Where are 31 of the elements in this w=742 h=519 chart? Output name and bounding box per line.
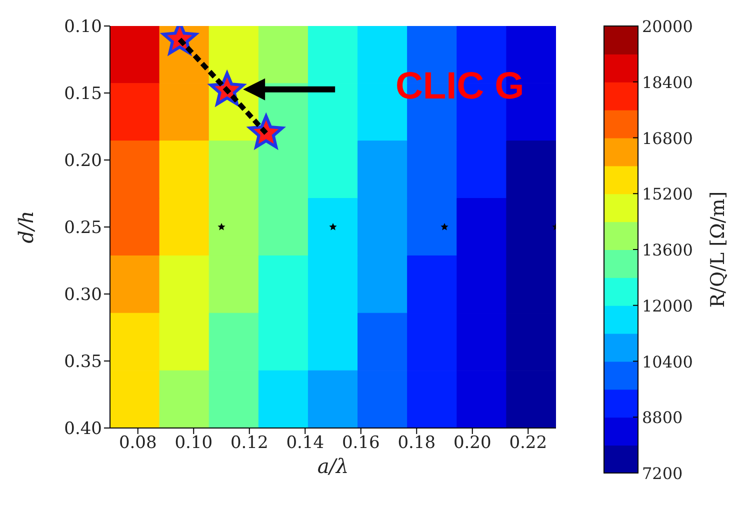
x-tick-label: 0.10 xyxy=(174,433,213,454)
annotation: CLIC G xyxy=(395,65,524,108)
y-axis-title: d/h xyxy=(14,210,38,244)
x-tick-label: 0.16 xyxy=(342,433,380,454)
x-tick-label: 0.14 xyxy=(286,433,324,454)
y-tick-label: 0.15 xyxy=(64,84,102,104)
y-tick-label: 0.10 xyxy=(64,17,102,38)
point xyxy=(440,223,448,230)
color-bar-label: 18400 xyxy=(642,72,693,92)
x-tick-label: 0.18 xyxy=(398,433,436,454)
x-tick-label: 0.12 xyxy=(230,433,268,454)
color-bar-label: 7200 xyxy=(642,464,683,483)
y-tick-label: 0.35 xyxy=(64,352,102,372)
color-bar-title: R/Q/L [Ω/m] xyxy=(707,191,729,308)
color-bar-label: 10400 xyxy=(642,352,693,372)
color-bar-label: 16800 xyxy=(642,128,693,148)
x-tick-label: 0.20 xyxy=(453,433,492,454)
x-axis-title: a/λ xyxy=(317,454,349,478)
y-tick-label: 0.30 xyxy=(64,285,102,306)
x-tick-label: 0.08 xyxy=(118,433,157,454)
y-tick-label: 0.25 xyxy=(64,218,102,238)
color-bar-label: 8800 xyxy=(642,408,683,428)
point xyxy=(329,223,337,230)
color-bar-label: 12000 xyxy=(642,296,693,316)
y-tick-label: 0.40 xyxy=(64,419,102,440)
color-bar-label: 20000 xyxy=(642,17,693,36)
y-tick-label: 0.20 xyxy=(64,151,102,172)
color-bar-label: 15200 xyxy=(642,184,693,204)
point xyxy=(218,223,226,230)
color-bar-label: 13600 xyxy=(642,240,693,260)
x-tick-label: 0.22 xyxy=(509,433,548,454)
